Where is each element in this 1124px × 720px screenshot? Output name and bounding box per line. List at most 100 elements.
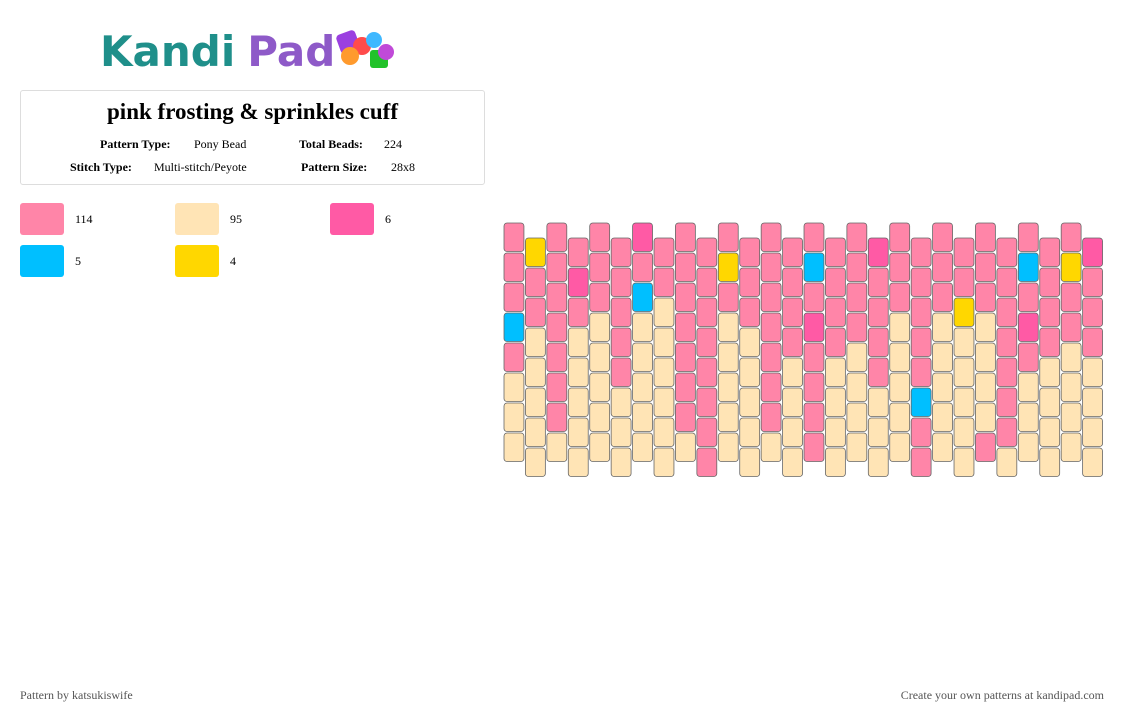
bead xyxy=(632,222,653,252)
bead xyxy=(1017,342,1039,372)
bead xyxy=(803,372,825,402)
bead xyxy=(1017,372,1039,402)
bead xyxy=(546,312,568,342)
bead xyxy=(739,417,761,447)
bead xyxy=(503,252,525,282)
bead xyxy=(782,297,803,327)
bead xyxy=(589,282,611,312)
bead xyxy=(717,432,739,462)
bead xyxy=(889,312,911,342)
bead xyxy=(803,252,825,282)
bead xyxy=(910,417,932,447)
bead xyxy=(782,387,803,417)
bead xyxy=(1082,417,1103,447)
bead xyxy=(867,327,889,357)
pattern-title: pink frosting & sprinkles cuff xyxy=(107,99,398,124)
bead xyxy=(932,222,953,252)
bead xyxy=(1060,372,1082,402)
bead xyxy=(782,267,803,297)
bead xyxy=(632,432,653,462)
bead xyxy=(653,267,675,297)
bead xyxy=(653,417,675,447)
bead xyxy=(632,252,653,282)
bead xyxy=(610,447,632,477)
bead xyxy=(567,417,589,447)
bead xyxy=(503,342,525,372)
bead xyxy=(760,372,782,402)
bead xyxy=(867,237,889,267)
bead xyxy=(589,342,611,372)
bead xyxy=(503,312,525,342)
bead xyxy=(632,402,653,432)
bead xyxy=(825,357,846,387)
bead xyxy=(567,387,589,417)
bead xyxy=(717,252,739,282)
bead xyxy=(675,282,696,312)
bead xyxy=(889,432,911,462)
color-swatch xyxy=(330,203,374,235)
bead xyxy=(889,402,911,432)
bead xyxy=(953,297,975,327)
bead xyxy=(610,327,632,357)
bead xyxy=(846,372,868,402)
bead xyxy=(975,282,996,312)
logo-part: Kandi xyxy=(100,27,235,76)
bead xyxy=(910,237,932,267)
bead xyxy=(1017,252,1039,282)
bead xyxy=(846,432,868,462)
bead xyxy=(782,327,803,357)
bead xyxy=(932,312,953,342)
bead xyxy=(525,267,546,297)
bead xyxy=(1060,252,1082,282)
footer-link[interactable]: Create your own patterns at kandipad.com xyxy=(900,688,1104,702)
bead xyxy=(589,252,611,282)
bead xyxy=(739,387,761,417)
bead xyxy=(760,312,782,342)
bead xyxy=(739,447,761,477)
bead xyxy=(675,432,696,462)
bead xyxy=(910,357,932,387)
bead xyxy=(610,417,632,447)
bead xyxy=(975,312,996,342)
logo-part: Pad xyxy=(247,27,335,76)
bead xyxy=(675,342,696,372)
bead xyxy=(717,402,739,432)
bead xyxy=(1039,267,1061,297)
bead xyxy=(546,222,568,252)
bead xyxy=(525,237,546,267)
bead xyxy=(739,267,761,297)
bead xyxy=(889,372,911,402)
bead xyxy=(975,372,996,402)
bead xyxy=(632,312,653,342)
bead xyxy=(696,327,718,357)
bead xyxy=(825,447,846,477)
color-swatch xyxy=(175,203,219,235)
bead xyxy=(1017,432,1039,462)
bead xyxy=(846,312,868,342)
bead xyxy=(889,252,911,282)
info-label: Pattern Type: xyxy=(100,137,171,151)
bead xyxy=(1039,447,1061,477)
logo-icon xyxy=(336,30,394,68)
info-label: Pattern Size: xyxy=(301,160,368,174)
bead xyxy=(525,387,546,417)
bead xyxy=(589,432,611,462)
bead xyxy=(803,432,825,462)
bead xyxy=(567,297,589,327)
bead xyxy=(610,357,632,387)
bead xyxy=(653,297,675,327)
logo-text: Kandi Pad xyxy=(100,27,335,76)
info-value: 224 xyxy=(384,137,402,151)
bead xyxy=(696,237,718,267)
bead xyxy=(503,402,525,432)
bead xyxy=(1082,387,1103,417)
bead xyxy=(996,387,1018,417)
bead xyxy=(760,252,782,282)
bead xyxy=(996,447,1018,477)
bead xyxy=(653,327,675,357)
bead xyxy=(503,372,525,402)
bead xyxy=(503,432,525,462)
bead xyxy=(546,282,568,312)
bead xyxy=(1082,297,1103,327)
